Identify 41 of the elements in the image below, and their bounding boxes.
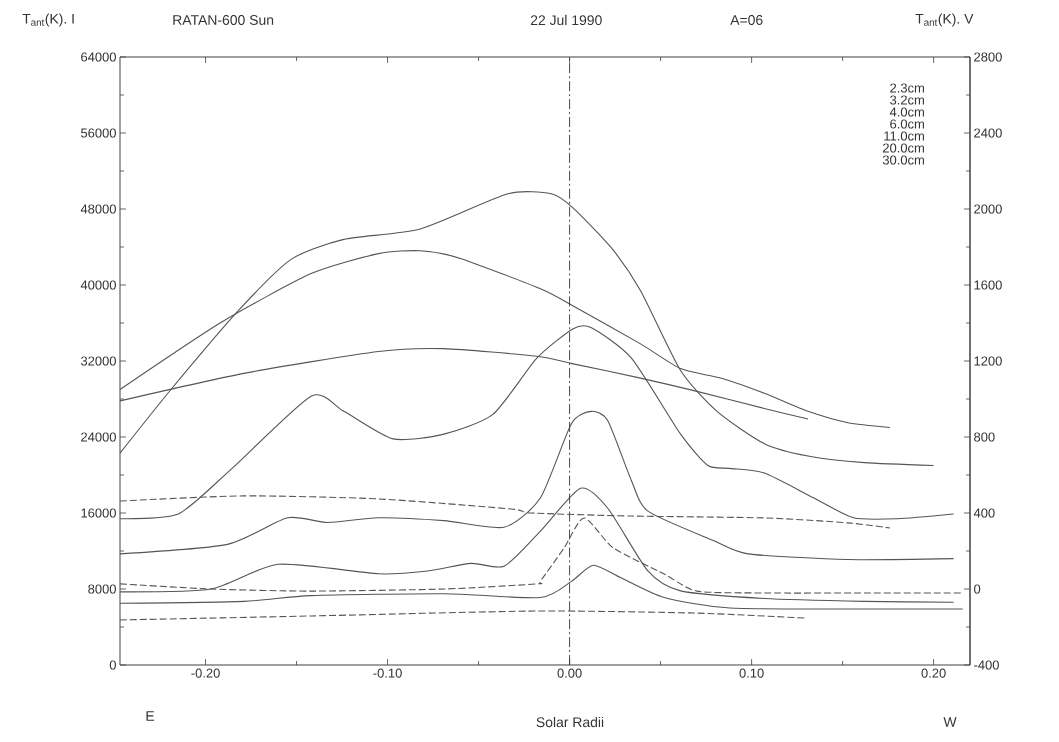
y2-tick-label: 2000 [974,204,1002,214]
x-tick-label: 0.10 [739,668,764,678]
line-series [119,564,964,610]
annotation: 20.0cm [883,143,924,153]
y2-tick-label: -400 [974,660,999,670]
x-tick-label: -0.10 [373,668,402,678]
y-tick-label: 8000 [88,584,116,594]
y2-tick-label: 2400 [974,128,1002,138]
line-series [119,610,805,621]
annotation: 3.2cm [890,95,924,105]
y-tick-label: 40000 [80,280,116,290]
y2-tick-label: 800 [974,432,995,442]
y2-axis-title: T$_{ant}$(K). V [915,13,974,27]
x-tick-label: 0.20 [921,668,946,678]
y-tick-label: 32000 [80,356,116,366]
y2-tick-label: 1200 [974,356,1002,366]
y-axis-title: T$_{ant}$(K). I [22,13,74,27]
chart-title: RATAN-600 Sun [173,15,274,25]
x-axis-title: Solar Radii [536,716,604,728]
text: E [146,711,155,721]
annotation: 6.0cm [890,119,924,129]
y-tick-label: 48000 [80,204,116,214]
annotation: 2.3cm [890,83,924,93]
y-tick-label: 16000 [81,508,116,518]
y-tick-label: 0 [109,660,116,670]
x-tick-label: -0.20 [191,668,220,678]
y-tick-label: 56000 [80,128,116,138]
y-tick-label: 24000 [81,432,116,442]
x-tick-label: 0.00 [557,668,582,678]
text: 22 Jul 1990 [530,14,602,26]
annotation: 30.0cm [882,155,924,165]
y2-tick-label: 0 [974,584,981,594]
text: A=06 [730,15,763,25]
text: W [943,717,957,727]
y-tick-label: 64000 [81,52,116,62]
annotation: 4.0cm [889,107,924,117]
line-series [119,410,955,561]
annotation: 11.0cm [884,131,924,141]
y2-tick-label: 400 [973,508,995,518]
y2-tick-label: 1600 [974,280,1002,290]
y2-tick-label: 2800 [974,52,1002,62]
